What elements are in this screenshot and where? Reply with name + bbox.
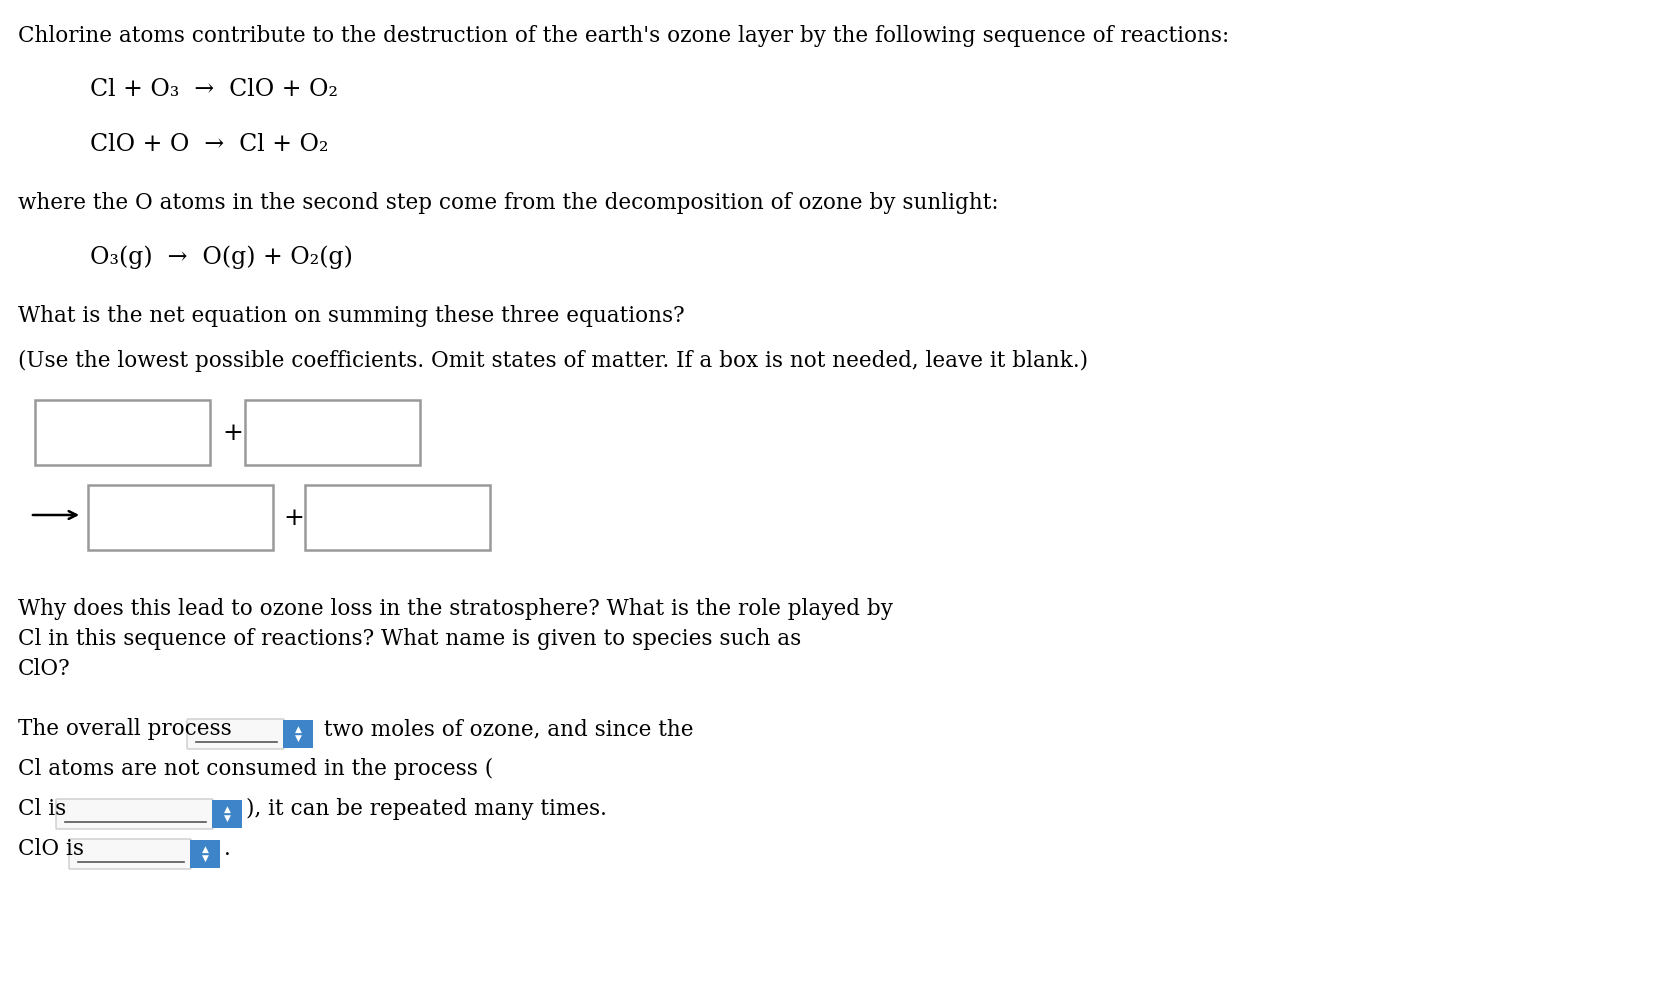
Text: ▲: ▲ bbox=[294, 724, 301, 733]
Text: ClO + O  →  Cl + O₂: ClO + O → Cl + O₂ bbox=[89, 133, 329, 156]
Text: Cl in this sequence of reactions? What name is given to species such as: Cl in this sequence of reactions? What n… bbox=[18, 628, 801, 650]
Bar bbox=[304, 485, 490, 550]
FancyBboxPatch shape bbox=[56, 799, 213, 829]
FancyBboxPatch shape bbox=[69, 839, 190, 869]
FancyBboxPatch shape bbox=[187, 719, 284, 749]
Text: ), it can be repeated many times.: ), it can be repeated many times. bbox=[246, 798, 607, 820]
Text: O₃(g)  →  O(g) + O₂(g): O₃(g) → O(g) + O₂(g) bbox=[89, 245, 352, 269]
Text: ▼: ▼ bbox=[223, 814, 230, 823]
Text: +: + bbox=[222, 422, 243, 445]
Text: ▼: ▼ bbox=[202, 854, 208, 863]
Text: ▲: ▲ bbox=[223, 805, 230, 814]
Bar bbox=[212, 800, 241, 828]
Text: ClO?: ClO? bbox=[18, 658, 71, 680]
Text: What is the net equation on summing these three equations?: What is the net equation on summing thes… bbox=[18, 305, 685, 327]
Bar bbox=[88, 485, 273, 550]
Text: (Use the lowest possible coefficients. Omit states of matter. If a box is not ne: (Use the lowest possible coefficients. O… bbox=[18, 350, 1088, 372]
Text: Cl is: Cl is bbox=[18, 798, 66, 820]
Text: ClO is: ClO is bbox=[18, 838, 84, 860]
Text: Cl + O₃  →  ClO + O₂: Cl + O₃ → ClO + O₂ bbox=[89, 78, 337, 101]
Bar bbox=[35, 400, 210, 465]
Text: two moles of ozone, and since the: two moles of ozone, and since the bbox=[318, 718, 693, 740]
Text: Why does this lead to ozone loss in the stratosphere? What is the role played by: Why does this lead to ozone loss in the … bbox=[18, 598, 893, 620]
Text: Cl atoms are not consumed in the process (: Cl atoms are not consumed in the process… bbox=[18, 758, 493, 781]
Bar bbox=[190, 840, 220, 868]
Bar bbox=[283, 720, 313, 748]
Text: +: + bbox=[283, 507, 304, 530]
Text: where the O atoms in the second step come from the decomposition of ozone by sun: where the O atoms in the second step com… bbox=[18, 192, 999, 214]
Text: The overall process: The overall process bbox=[18, 718, 232, 740]
Text: ▲: ▲ bbox=[202, 845, 208, 854]
Text: Chlorine atoms contribute to the destruction of the earth's ozone layer by the f: Chlorine atoms contribute to the destruc… bbox=[18, 25, 1229, 47]
Text: .: . bbox=[223, 838, 232, 860]
Bar bbox=[245, 400, 420, 465]
Text: ▼: ▼ bbox=[294, 733, 301, 742]
